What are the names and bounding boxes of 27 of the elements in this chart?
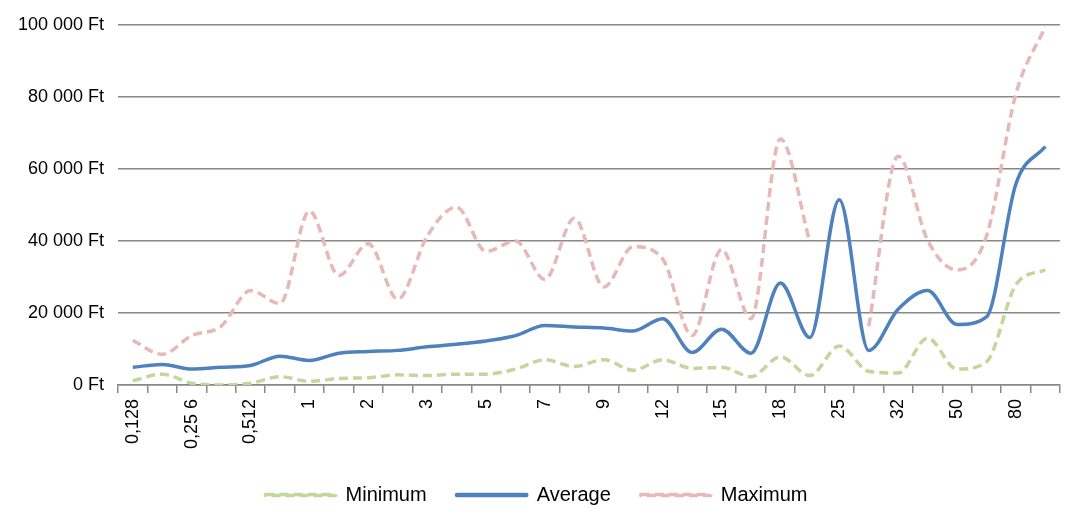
- x-tick-label: 0,25 6: [180, 398, 201, 449]
- legend-label: Minimum: [345, 482, 427, 505]
- y-tick-label: 100 000 Ft: [18, 13, 105, 34]
- x-tick-label: 15: [710, 398, 731, 419]
- x-tick-label: 80: [1004, 398, 1025, 419]
- x-tick-label: 2: [357, 398, 378, 409]
- x-tick-label: 7: [533, 398, 554, 409]
- y-tick-label: 0 Ft: [73, 373, 105, 394]
- y-tick-label: 20 000 Ft: [28, 301, 105, 322]
- legend-label: Maximum: [720, 482, 808, 505]
- x-tick-label: 1: [298, 398, 319, 409]
- x-tick-label: 12: [651, 398, 672, 419]
- x-tick-label: 9: [592, 398, 613, 409]
- x-tick-label: 0,512: [239, 398, 260, 444]
- x-tick-label: 0,128: [121, 398, 142, 444]
- x-tick-label: 3: [416, 398, 437, 409]
- line-series: [131, 144, 1048, 371]
- x-tick-label: 50: [945, 398, 966, 419]
- x-tick-label: 25: [828, 398, 849, 419]
- legend-label: Average: [536, 482, 611, 505]
- line-series: [131, 267, 1048, 385]
- x-tick-label: 32: [887, 398, 908, 419]
- y-tick-label: 60 000 Ft: [28, 157, 105, 178]
- x-tick-label: 18: [769, 398, 790, 419]
- y-tick-label: 80 000 Ft: [28, 85, 105, 106]
- x-tick-label: 5: [475, 398, 495, 409]
- y-tick-label: 40 000 Ft: [28, 229, 105, 250]
